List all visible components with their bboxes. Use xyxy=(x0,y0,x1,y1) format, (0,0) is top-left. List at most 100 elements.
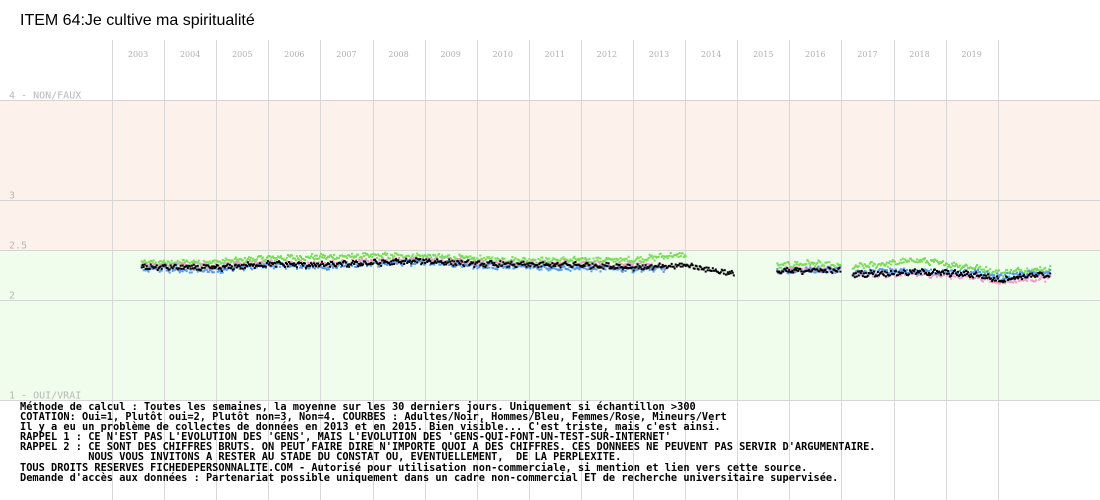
data-point xyxy=(290,261,293,264)
data-point xyxy=(208,260,211,263)
data-point xyxy=(932,259,934,262)
data-point xyxy=(884,263,887,266)
data-point xyxy=(159,265,162,268)
data-point xyxy=(617,261,620,264)
data-point xyxy=(457,263,460,266)
data-point xyxy=(890,260,893,263)
data-point xyxy=(777,264,780,267)
data-point xyxy=(1032,269,1035,272)
data-point xyxy=(361,256,364,259)
data-point xyxy=(146,263,149,266)
data-point xyxy=(961,276,963,279)
data-point xyxy=(414,263,417,265)
data-point xyxy=(241,259,244,262)
data-point xyxy=(626,263,629,266)
data-point xyxy=(808,268,811,271)
data-point xyxy=(264,265,267,268)
data-point xyxy=(221,259,224,261)
data-point xyxy=(215,267,218,270)
data-point xyxy=(904,271,907,273)
data-point xyxy=(453,255,456,258)
data-point xyxy=(521,263,524,266)
data-point xyxy=(452,264,455,267)
data-point xyxy=(587,260,590,263)
data-point xyxy=(952,271,954,274)
data-point xyxy=(856,269,859,272)
data-point xyxy=(960,268,962,271)
data-point xyxy=(595,264,598,267)
data-point xyxy=(196,270,199,273)
data-point xyxy=(607,265,610,268)
data-point xyxy=(178,261,181,264)
data-point xyxy=(971,275,973,278)
data-point xyxy=(791,268,794,271)
data-point xyxy=(635,265,638,268)
data-point xyxy=(314,254,316,257)
data-point xyxy=(980,278,983,281)
data-point xyxy=(296,255,298,258)
data-point xyxy=(1016,268,1019,271)
data-point xyxy=(153,262,156,265)
data-point xyxy=(981,268,984,271)
data-point xyxy=(218,260,221,263)
data-point xyxy=(800,270,803,273)
data-point xyxy=(833,265,836,268)
data-point xyxy=(915,275,918,278)
data-point xyxy=(699,266,702,268)
data-point xyxy=(552,264,555,267)
data-point xyxy=(512,260,515,262)
data-point xyxy=(408,260,411,263)
data-point xyxy=(951,262,953,265)
data-point xyxy=(968,267,970,270)
data-point xyxy=(162,259,165,262)
data-point xyxy=(905,269,908,271)
data-point xyxy=(382,257,385,260)
data-point xyxy=(1013,272,1016,275)
data-point xyxy=(239,267,242,270)
data-point xyxy=(640,270,643,273)
data-point xyxy=(897,271,900,274)
data-point xyxy=(974,277,977,279)
data-point xyxy=(490,260,493,263)
data-point xyxy=(311,263,313,266)
data-point xyxy=(832,264,835,266)
data-point xyxy=(958,274,960,277)
data-point xyxy=(420,263,423,266)
data-point xyxy=(538,262,541,265)
data-point xyxy=(778,270,781,273)
data-point xyxy=(546,268,549,270)
data-point xyxy=(344,260,346,263)
data-point xyxy=(460,261,463,264)
data-point xyxy=(670,262,673,265)
data-point xyxy=(581,265,584,268)
data-point xyxy=(393,257,396,260)
data-point xyxy=(914,261,917,263)
data-point xyxy=(954,269,956,272)
data-point xyxy=(278,265,281,268)
data-point xyxy=(649,266,652,269)
data-point xyxy=(192,259,195,262)
data-point xyxy=(305,266,307,269)
data-point xyxy=(916,270,919,273)
data-point xyxy=(1012,281,1015,284)
data-point xyxy=(989,268,992,271)
data-point xyxy=(357,253,360,256)
data-point xyxy=(375,254,378,257)
data-point xyxy=(143,263,146,266)
data-point xyxy=(598,265,601,268)
data-point xyxy=(634,259,637,262)
data-point xyxy=(355,258,358,261)
data-point xyxy=(1018,280,1021,282)
data-point xyxy=(329,265,331,268)
data-point xyxy=(390,260,393,263)
data-point xyxy=(465,255,468,258)
data-point xyxy=(352,255,355,258)
data-point xyxy=(324,261,326,264)
data-point xyxy=(481,259,484,262)
data-point xyxy=(899,274,902,277)
data-point xyxy=(942,270,944,273)
data-point xyxy=(203,266,206,269)
data-point xyxy=(1021,271,1024,274)
data-point xyxy=(1042,273,1045,276)
data-point xyxy=(904,272,907,275)
